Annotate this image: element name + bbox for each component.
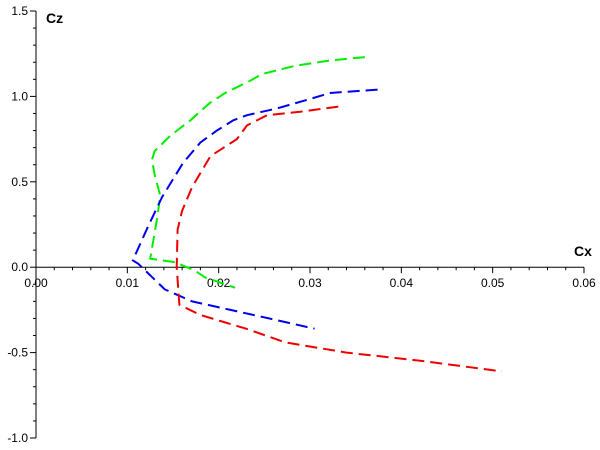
x-tick-label: 0.01 — [116, 276, 140, 290]
x-tick-label: 0.02 — [207, 276, 231, 290]
y-tick-label: -1.0 — [7, 431, 28, 445]
series-line-3 — [175, 105, 502, 373]
x-axis-label: Cx — [574, 243, 592, 259]
y-tick-label: 0.5 — [11, 175, 28, 189]
y-tick-label: 1.5 — [11, 4, 28, 18]
y-tick-label: -0.5 — [7, 346, 28, 360]
x-tick-label: 0.03 — [298, 276, 322, 290]
x-tick-label: 0.06 — [572, 276, 596, 290]
y-tick-label: 0.0 — [11, 260, 28, 274]
x-tick-label: 0.05 — [481, 276, 505, 290]
axes: 0.00 0.01 0.02 0.03 0.04 0.05 0.06 -1.0 -0.5 0.0 0… — [7, 4, 596, 445]
series-line-2 — [131, 88, 378, 330]
x-tick-label: 0.00 — [24, 276, 48, 290]
y-tick-label: 1.0 — [11, 89, 28, 103]
x-tick-label: 0.04 — [390, 276, 414, 290]
series-line-1 — [149, 56, 365, 289]
series-group — [131, 56, 502, 373]
y-axis-label: Cz — [46, 10, 63, 26]
